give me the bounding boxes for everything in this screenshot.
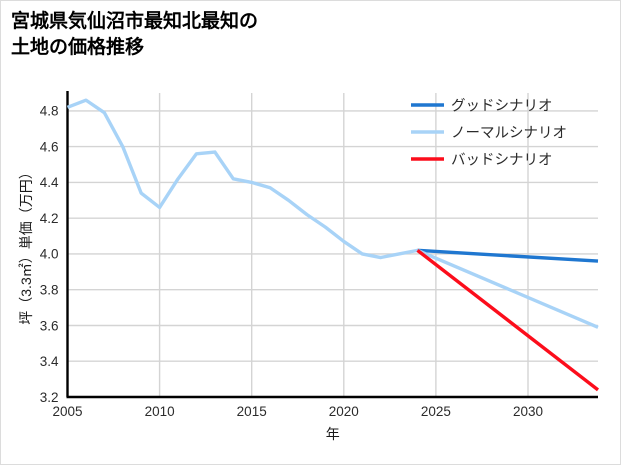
y-tick-label: 3.8	[40, 283, 59, 298]
series-line-バッドシナリオ	[416, 249, 600, 392]
legend-label: ノーマルシナリオ	[451, 126, 567, 142]
y-tick-label: 4.4	[40, 175, 59, 190]
x-tick-labels: 2005 2010 2015 2020 2025 2030	[52, 404, 543, 419]
x-tick-label: 2015	[237, 404, 267, 419]
y-tick-label: 4.2	[40, 211, 59, 226]
legend-item[interactable]: グッドシナリオ	[411, 98, 553, 115]
axis-titles: 年 坪（3.3㎡）単価（万円）	[18, 165, 340, 442]
series-line-グッドシナリオ	[417, 248, 599, 263]
y-tick-label: 3.4	[40, 354, 59, 369]
y-tick-label: 4.0	[40, 247, 59, 262]
series-line-historical	[66, 98, 418, 260]
legend-item[interactable]: バッドシナリオ	[411, 153, 553, 169]
y-tick-label: 3.2	[40, 390, 59, 405]
series-line-ノーマルシナリオ	[416, 248, 599, 329]
page-title: 宮城県気仙沼市最知北最知の 土地の価格推移	[11, 11, 259, 59]
y-tick-label: 4.8	[40, 104, 59, 119]
legend-label: グッドシナリオ	[451, 98, 553, 115]
x-tick-label: 2005	[52, 404, 82, 419]
x-tick-label: 2010	[145, 404, 175, 419]
y-tick-label: 3.6	[40, 318, 59, 333]
legend-label: バッドシナリオ	[451, 153, 553, 169]
legend-item[interactable]: ノーマルシナリオ	[411, 126, 567, 142]
axis-lines	[66, 91, 598, 399]
y-tick-labels: 3.2 3.4 3.6 3.8 4.0 4.2 4.4 4.6 4.8	[40, 104, 59, 405]
y-tick-label: 4.6	[40, 139, 59, 154]
x-tick-label: 2025	[421, 404, 451, 419]
x-tick-label: 2020	[329, 404, 359, 419]
y-axis-title: 坪（3.3㎡）単価（万円）	[18, 165, 34, 324]
x-tick-label: 2030	[513, 404, 543, 419]
data-series	[66, 98, 600, 392]
x-axis-title: 年	[326, 426, 340, 442]
